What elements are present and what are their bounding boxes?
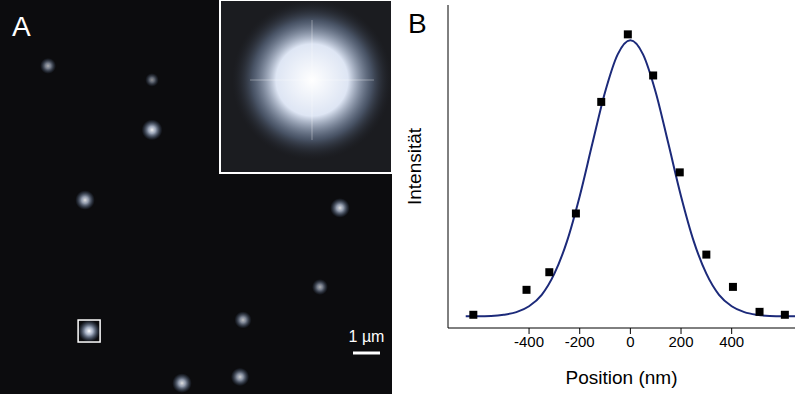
svg-text:0: 0: [626, 333, 634, 350]
svg-text:A: A: [12, 11, 31, 42]
svg-text:1 µm: 1 µm: [349, 328, 385, 345]
svg-text:-400: -400: [514, 333, 544, 350]
svg-text:Position (nm): Position (nm): [566, 367, 678, 388]
html-text:B: B: [408, 8, 427, 39]
svg-text:Intensität: Intensität: [404, 127, 425, 205]
svg-text:-200: -200: [565, 333, 595, 350]
svg-text:400: 400: [719, 333, 744, 350]
svg-text:200: 200: [669, 333, 694, 350]
